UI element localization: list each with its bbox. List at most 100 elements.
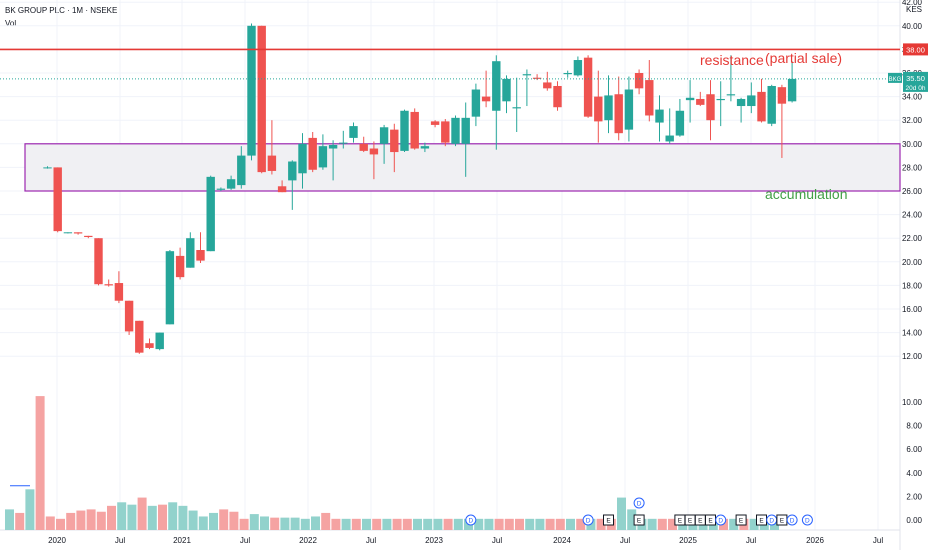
dividend-marker-label: D — [790, 518, 795, 525]
bar-countdown: 20d 0h — [906, 85, 926, 92]
dividend-marker-label: D — [586, 518, 591, 525]
y-tick-label: 42.00 — [902, 0, 923, 7]
x-tick-label: Jul — [115, 536, 125, 545]
candle-body — [390, 129, 399, 153]
y-tick-label: 4.00 — [906, 469, 922, 478]
dividend-marker — [715, 514, 727, 526]
candle-body — [104, 284, 113, 286]
event-markers: D D E EDE E E E D E E D E D D — [465, 497, 813, 526]
candle-body — [573, 60, 583, 76]
candle-body — [216, 188, 226, 190]
earnings-marker-label: E — [688, 518, 693, 525]
y-tick-label: 0.00 — [906, 516, 922, 525]
volume-bar — [147, 505, 157, 530]
candles — [43, 23, 797, 354]
dividend-marker-label: D — [637, 501, 642, 508]
candle-body — [430, 121, 440, 125]
volume-bar — [362, 518, 371, 530]
candle-body — [594, 96, 603, 122]
dividend-marker-label: D — [805, 518, 810, 525]
y-tick-label: 30.00 — [902, 140, 923, 149]
volume-bar — [627, 509, 637, 530]
earnings-marker-label: E — [759, 518, 764, 525]
candle-body — [747, 95, 756, 107]
x-tick-label: Jul — [746, 536, 756, 545]
volume-bar — [311, 516, 320, 530]
candle-body — [339, 142, 348, 144]
y-tick-label: 10.00 — [902, 398, 923, 407]
volume-bar — [474, 518, 484, 530]
volume-bar — [372, 518, 382, 530]
candle-body — [43, 167, 52, 169]
x-tick-label: 2021 — [173, 536, 191, 545]
y-tick-label: 20.00 — [902, 258, 923, 267]
volume-bar — [341, 518, 351, 530]
candle-body — [186, 238, 195, 268]
dividend-marker — [786, 514, 798, 526]
volume-bar — [45, 516, 55, 530]
candle-body — [665, 135, 674, 142]
accumulation-annotation: accumulation — [765, 186, 848, 202]
x-tick-label: 2026 — [806, 536, 824, 545]
volume-bar — [647, 518, 657, 530]
candle-body — [196, 250, 205, 261]
volume-bar — [35, 396, 45, 530]
candle-body — [441, 121, 450, 143]
candle-body — [461, 117, 470, 144]
candle-body — [318, 146, 328, 168]
candle-body — [706, 94, 715, 121]
volume-bar — [515, 518, 524, 530]
candle-body — [767, 85, 776, 124]
candle-body — [757, 91, 766, 122]
dividend-marker-label: D — [769, 518, 774, 525]
volume-bar — [525, 518, 535, 530]
volume-bar — [555, 518, 565, 530]
x-tick-label: Jul — [620, 536, 630, 545]
x-tick-label: 2024 — [553, 536, 571, 545]
candle-body — [379, 127, 389, 144]
volume-bar — [290, 517, 300, 530]
candle-body — [175, 255, 185, 278]
volume-bar — [749, 518, 759, 530]
volume-bar — [137, 497, 147, 530]
y-tick-label: 28.00 — [902, 163, 923, 172]
candle-body — [226, 179, 236, 189]
y-tick-label: 22.00 — [902, 234, 923, 243]
volume-bar — [484, 518, 494, 530]
candle-body — [604, 95, 613, 121]
dividend-marker — [801, 514, 813, 526]
volume-bar — [402, 518, 412, 530]
candle-body — [410, 111, 419, 149]
candle-body — [614, 94, 623, 134]
annotations: resistance (partial sale) accumulation — [700, 50, 848, 202]
candle-body — [583, 57, 593, 117]
candle-body — [543, 82, 552, 89]
candle-body — [298, 143, 307, 174]
candle-body — [655, 109, 664, 123]
candle-body — [532, 77, 542, 79]
partial-sale-annotation: (partial sale) — [765, 50, 842, 66]
x-tick-label: 2023 — [425, 536, 443, 545]
volume-bar — [86, 509, 96, 530]
candle-body — [777, 87, 787, 104]
candle-body — [522, 74, 532, 76]
candle-body — [288, 161, 297, 181]
x-tick-label: Jul — [492, 536, 502, 545]
candle-body — [84, 235, 93, 238]
candle-body — [328, 144, 338, 149]
candle-body — [257, 25, 266, 173]
volume-bar — [66, 512, 76, 530]
grid — [0, 0, 901, 550]
volume-bar — [504, 518, 514, 530]
symbol-tag: BKG — [889, 77, 902, 83]
earnings-marker-label: E — [708, 518, 713, 525]
y-axis: 0.00 2.00 4.00 6.00 8.00 10.00 12.00 14.00 16.00… — [888, 0, 928, 525]
dividend-marker — [582, 514, 594, 526]
volume-bar — [413, 518, 422, 530]
volume-indicator-label[interactable]: Vol — [5, 19, 17, 28]
dividend-marker-label: D — [468, 518, 473, 525]
resistance-axis-label-bg — [903, 43, 928, 56]
candle-body — [563, 73, 572, 75]
x-tick-label: Jul — [366, 536, 376, 545]
